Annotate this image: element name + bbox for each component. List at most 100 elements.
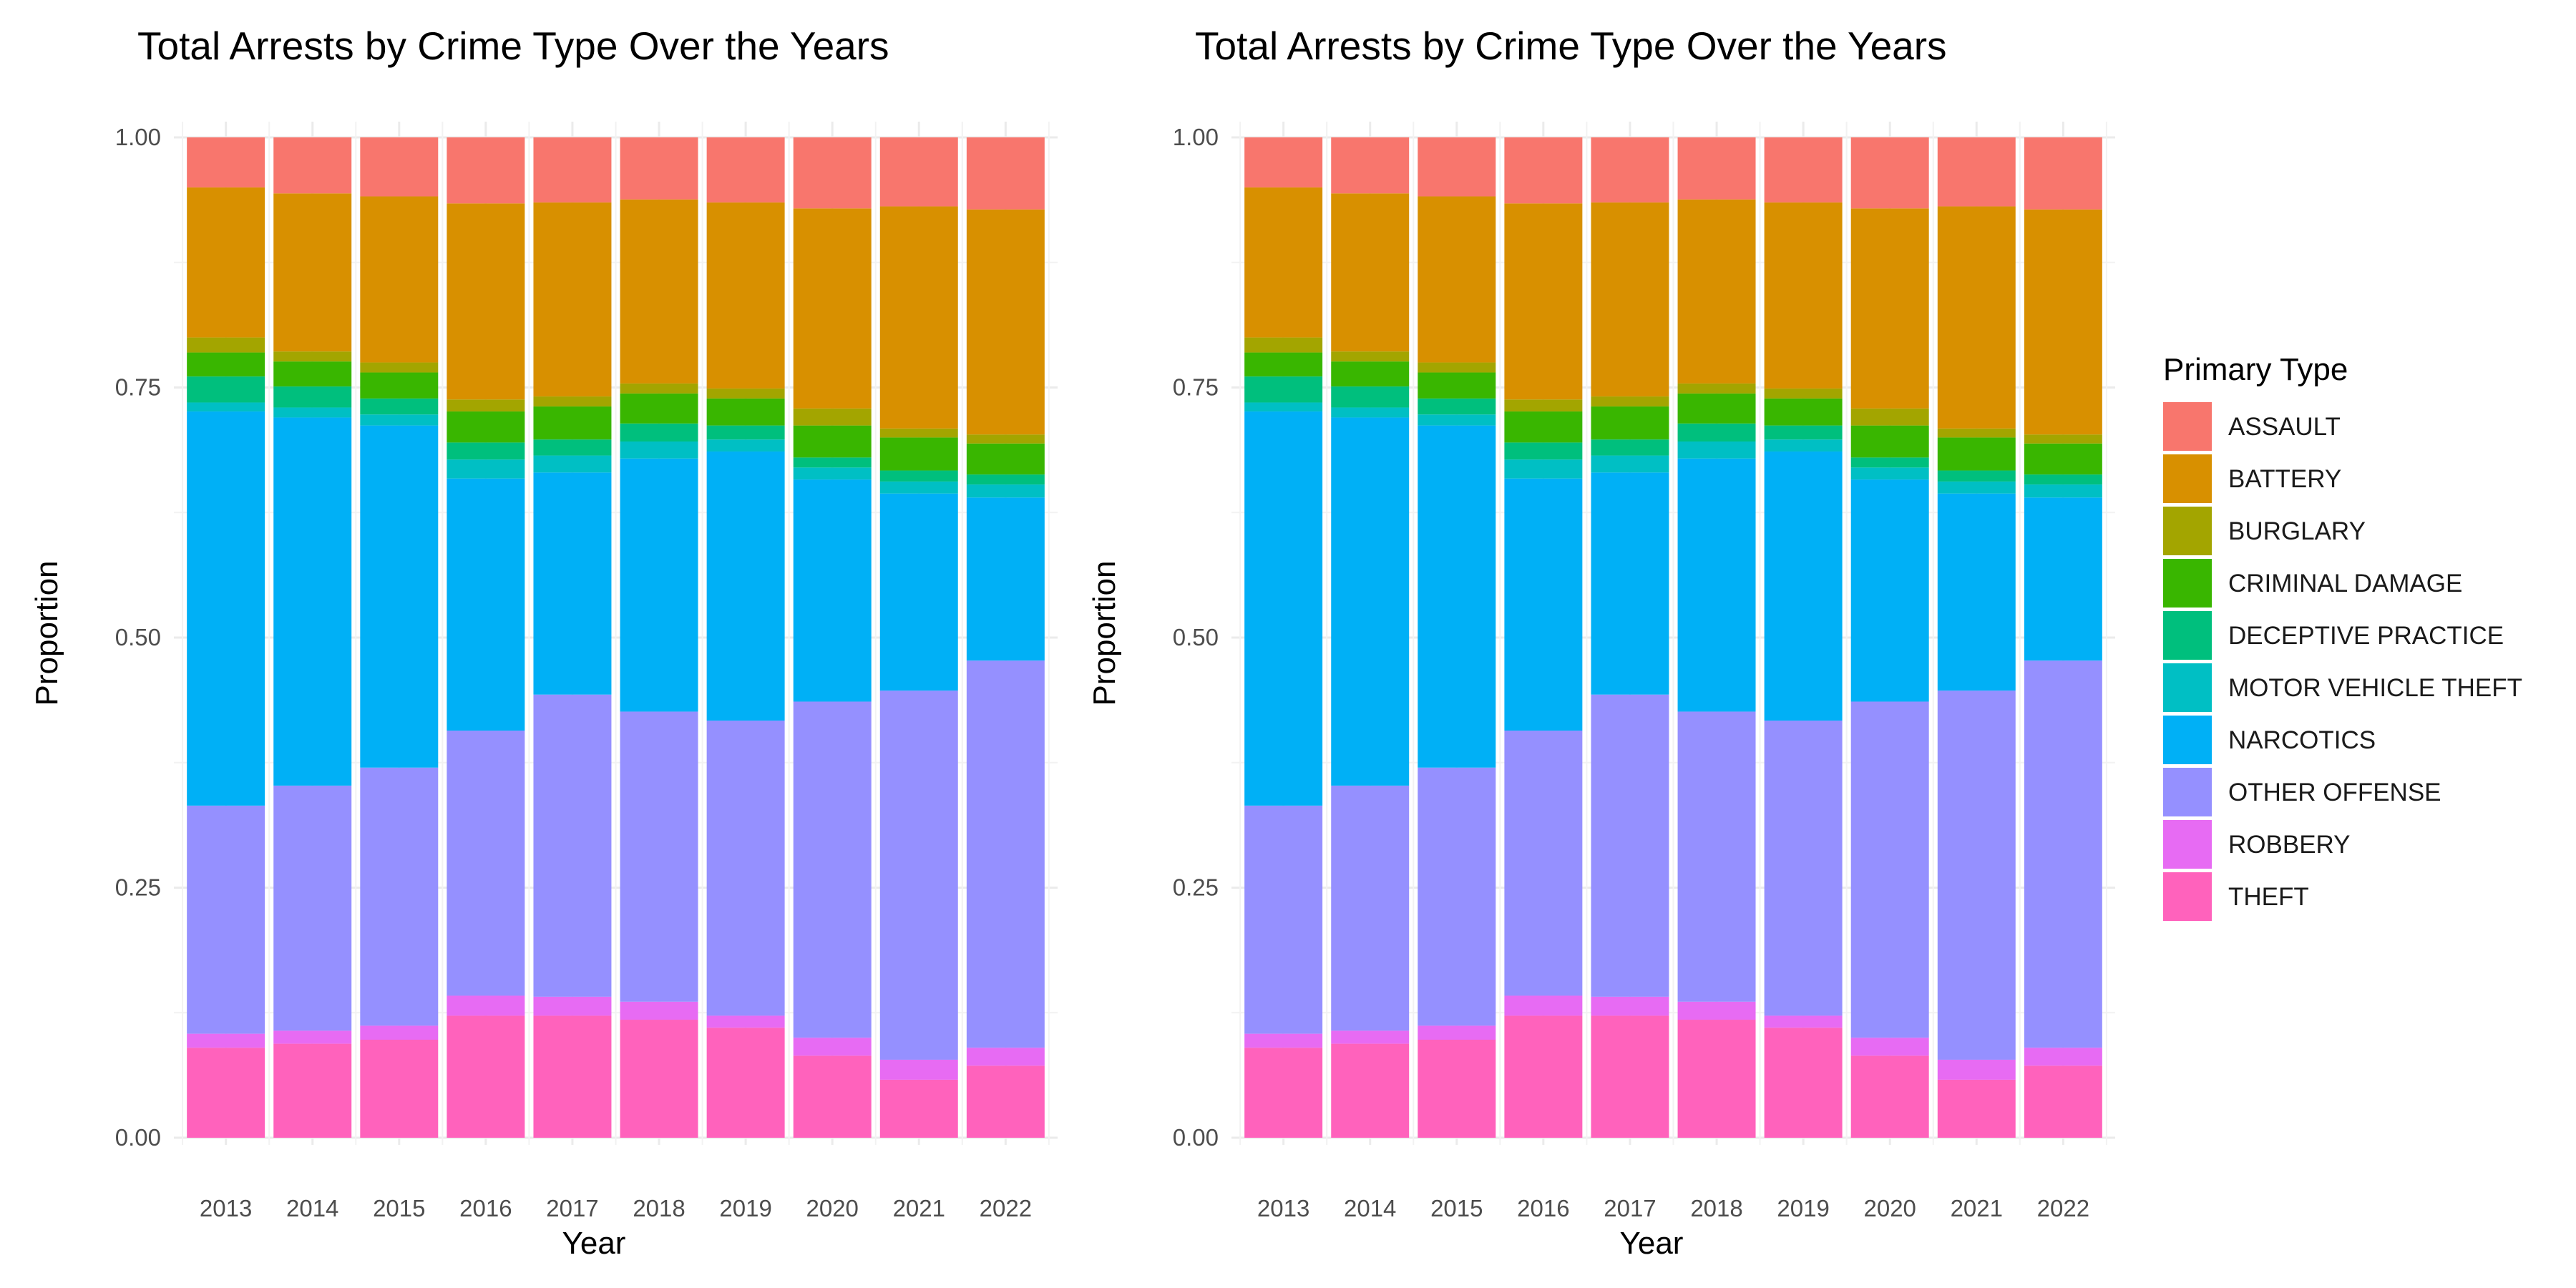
bar-segment-burglary-2013 <box>187 337 265 353</box>
y-tick-label: 0.25 <box>115 874 161 901</box>
bar-segment-robbery-2019 <box>706 1015 785 1028</box>
bar-segment-assault-2021 <box>1937 137 2016 207</box>
x-tick-label: 2016 <box>459 1195 512 1221</box>
bar-segment-assault-2015 <box>360 137 439 197</box>
bar-segment-assault-2014 <box>273 137 352 194</box>
legend-label: ROBBERY <box>2228 831 2351 859</box>
bar-segment-burglary-2017 <box>533 396 612 407</box>
bar-stack-2015 <box>1418 137 1496 1138</box>
legend-item-assault: ASSAULT <box>2163 402 2341 451</box>
bar-segment-battery-2020 <box>1850 208 1929 409</box>
bar-segment-burglary-2022 <box>2024 434 2102 444</box>
x-tick-label: 2020 <box>1863 1195 1916 1221</box>
legend-label: ASSAULT <box>2228 413 2341 441</box>
bar-segment-motor-vehicle-theft-2017 <box>533 455 612 473</box>
bar-segment-theft-2021 <box>879 1079 958 1138</box>
bar-segment-burglary-2014 <box>1331 351 1410 362</box>
bar-segment-assault-2014 <box>1331 137 1410 194</box>
bar-segment-battery-2021 <box>879 206 958 429</box>
bar-segment-other-offense-2020 <box>1850 701 1929 1038</box>
bar-segment-theft-2018 <box>1677 1020 1756 1138</box>
bar-segment-other-offense-2014 <box>1331 785 1410 1031</box>
bar-segment-other-offense-2016 <box>1504 731 1583 996</box>
legend-item-battery: BATTERY <box>2163 454 2341 503</box>
bar-segment-battery-2017 <box>533 202 612 397</box>
bar-segment-theft-2013 <box>187 1048 265 1138</box>
bar-segment-motor-vehicle-theft-2013 <box>187 402 265 412</box>
bar-segment-criminal-damage-2017 <box>1591 406 1669 440</box>
bar-segment-other-offense-2015 <box>1418 767 1496 1026</box>
bar-segment-criminal-damage-2017 <box>533 406 612 440</box>
bar-segment-criminal-damage-2018 <box>1677 393 1756 424</box>
bar-segment-assault-2015 <box>1418 137 1496 197</box>
bar-segment-motor-vehicle-theft-2021 <box>1937 481 2016 494</box>
legend: Primary Type ASSAULT BATTERY BURGLARY CRIMI… <box>2163 352 2522 921</box>
bar-segment-criminal-damage-2013 <box>187 352 265 377</box>
y-tick-label: 0.50 <box>1173 624 1219 650</box>
bar-segment-other-offense-2018 <box>620 711 698 1002</box>
legend-swatch <box>2163 454 2212 503</box>
bar-segment-burglary-2021 <box>879 428 958 438</box>
bar-segment-motor-vehicle-theft-2015 <box>1418 414 1496 426</box>
bar-segment-narcotics-2015 <box>360 425 439 768</box>
bar-segment-narcotics-2021 <box>879 493 958 691</box>
bar-segment-deceptive-practice-2014 <box>1331 386 1410 408</box>
bar-stack-2013 <box>1244 137 1323 1138</box>
bar-segment-other-offense-2021 <box>879 691 958 1060</box>
bar-segment-other-offense-2019 <box>1764 721 1843 1016</box>
legend-swatch <box>2163 716 2212 764</box>
chart-panel-right: Total Arrests by Crime Type Over the Yea… <box>1087 24 2115 1261</box>
x-tick-label: 2021 <box>893 1195 945 1221</box>
bar-segment-narcotics-2019 <box>1764 451 1843 721</box>
bar-stack-2020 <box>1850 137 1929 1138</box>
y-tick-label: 0.50 <box>115 624 161 650</box>
legend-swatch <box>2163 820 2212 869</box>
bar-segment-robbery-2014 <box>1331 1030 1410 1044</box>
legend-item-motor-vehicle-theft: MOTOR VEHICLE THEFT <box>2163 663 2522 712</box>
bar-segment-assault-2022 <box>2024 137 2102 210</box>
bar-segment-narcotics-2017 <box>533 472 612 695</box>
bar-segment-criminal-damage-2021 <box>879 437 958 471</box>
bar-stack-2022 <box>966 137 1045 1138</box>
bar-segment-robbery-2017 <box>1591 996 1669 1016</box>
legend-label: BURGLARY <box>2228 517 2366 545</box>
bar-segment-robbery-2016 <box>447 995 525 1016</box>
bar-segment-criminal-damage-2016 <box>447 411 525 443</box>
bar-stack-2017 <box>533 137 612 1138</box>
bar-stack-2014 <box>273 137 352 1138</box>
bar-segment-narcotics-2016 <box>447 478 525 731</box>
bar-segment-robbery-2015 <box>360 1025 439 1040</box>
y-tick-label: 1.00 <box>1173 124 1219 150</box>
bar-segment-other-offense-2017 <box>533 694 612 997</box>
bar-segment-theft-2016 <box>447 1015 525 1138</box>
bar-stack-2019 <box>706 137 785 1138</box>
x-tick-label: 2017 <box>546 1195 598 1221</box>
bar-segment-battery-2014 <box>1331 193 1410 352</box>
bar-segment-narcotics-2022 <box>2024 497 2102 661</box>
bar-segment-other-offense-2018 <box>1677 711 1756 1002</box>
bar-segment-robbery-2019 <box>1764 1015 1843 1028</box>
bar-segment-motor-vehicle-theft-2020 <box>1850 467 1929 480</box>
bar-segment-battery-2022 <box>966 209 1045 435</box>
y-tick-label: 0.75 <box>115 374 161 401</box>
bar-segment-battery-2016 <box>447 203 525 400</box>
chart-title: Total Arrests by Crime Type Over the Yea… <box>137 24 889 68</box>
bar-segment-deceptive-practice-2015 <box>360 398 439 415</box>
bar-segment-narcotics-2013 <box>187 411 265 806</box>
bar-segment-criminal-damage-2015 <box>1418 372 1496 399</box>
legend-swatch <box>2163 611 2212 660</box>
bar-segment-narcotics-2013 <box>1244 411 1323 806</box>
bar-segment-battery-2019 <box>1764 202 1843 389</box>
bar-segment-deceptive-practice-2020 <box>793 457 872 468</box>
bar-segment-assault-2018 <box>1677 137 1756 200</box>
bar-segment-criminal-damage-2015 <box>360 372 439 399</box>
bar-segment-other-offense-2017 <box>1591 694 1669 997</box>
bar-segment-assault-2021 <box>879 137 958 207</box>
bar-stack-2021 <box>1937 137 2016 1138</box>
bar-segment-deceptive-practice-2016 <box>1504 442 1583 460</box>
bar-segment-assault-2019 <box>1764 137 1843 203</box>
bar-segment-burglary-2019 <box>706 388 785 399</box>
legend-swatch <box>2163 872 2212 921</box>
bar-segment-criminal-damage-2021 <box>1937 437 2016 471</box>
x-tick-label: 2018 <box>633 1195 685 1221</box>
